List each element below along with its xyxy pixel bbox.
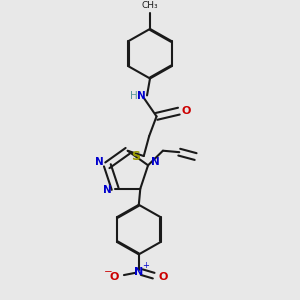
Text: +: +	[142, 261, 149, 270]
Text: N: N	[152, 158, 160, 167]
Text: H: H	[130, 91, 138, 101]
Text: S: S	[131, 150, 140, 163]
Text: O: O	[158, 272, 168, 282]
Text: N: N	[137, 91, 146, 101]
Text: N: N	[103, 185, 112, 195]
Text: N: N	[134, 267, 143, 277]
Text: N: N	[95, 158, 103, 167]
Text: −: −	[103, 267, 112, 277]
Text: O: O	[182, 106, 191, 116]
Text: O: O	[110, 272, 119, 282]
Text: CH₃: CH₃	[142, 1, 158, 10]
